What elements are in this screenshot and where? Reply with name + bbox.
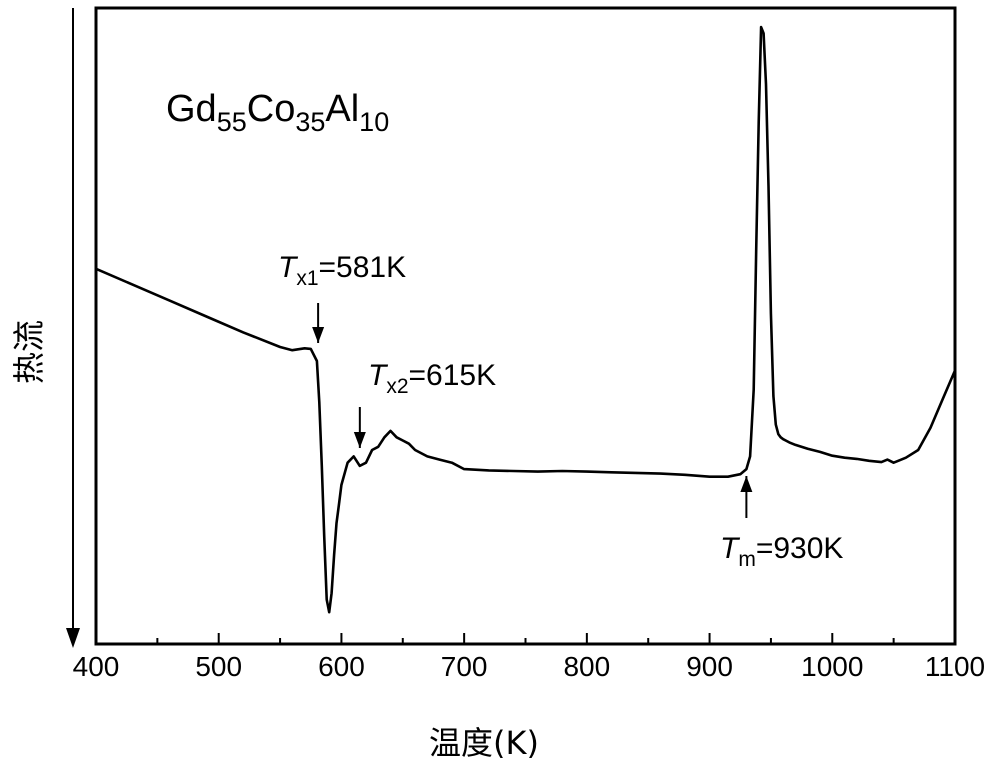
x-axis-ticks xyxy=(95,633,956,644)
annotation-value: =930K xyxy=(756,532,844,565)
annotation-subscript: m xyxy=(738,548,756,571)
formula-element: Co xyxy=(247,88,296,130)
x-axis-title: 温度(K) xyxy=(429,724,539,762)
x-tick-label: 1100 xyxy=(925,651,985,682)
annotation-tm-label: Tm=930K xyxy=(720,532,843,571)
x-tick-label: 800 xyxy=(563,651,610,682)
annotation-value: =615K xyxy=(409,359,497,392)
heat-flow-curve xyxy=(95,25,957,614)
x-tick-label: 500 xyxy=(195,651,242,682)
x-tick-label: 600 xyxy=(318,651,365,682)
formula-subscript: 10 xyxy=(359,107,389,137)
annotation-tx1: Tx1=581K xyxy=(278,251,406,343)
arrow-down-icon xyxy=(312,303,325,343)
annotation-symbol: T xyxy=(720,532,741,565)
arrow-down-icon xyxy=(353,407,366,448)
x-tick-label: 400 xyxy=(73,651,120,682)
arrow-up-icon xyxy=(740,476,753,518)
annotation-subscript: x2 xyxy=(386,375,408,398)
annotation-subscript: x1 xyxy=(296,267,318,290)
annotation-tx2: Tx2=615K xyxy=(353,359,496,448)
formula-subscript: 55 xyxy=(217,107,247,137)
x-axis-tick-labels: 400 500 600 700 800 900 1000 1100 xyxy=(73,651,985,682)
composition-formula: Gd55Co35Al10 xyxy=(166,88,389,137)
annotation-value: =581K xyxy=(319,251,407,284)
x-tick-label: 1000 xyxy=(801,651,863,682)
annotation-symbol: T xyxy=(278,251,299,284)
annotation-tx1-label: Tx1=581K xyxy=(278,251,406,290)
x-tick-label: 900 xyxy=(686,651,733,682)
y-axis-title: 热流 xyxy=(10,320,48,384)
formula-subscript: 35 xyxy=(295,107,325,137)
annotation-tm: Tm=930K xyxy=(720,476,843,571)
x-tick-label: 700 xyxy=(441,651,488,682)
y-axis-arrow xyxy=(66,8,80,648)
formula-element: Al xyxy=(325,88,359,130)
formula-element: Gd xyxy=(166,88,217,130)
annotation-tx2-label: Tx2=615K xyxy=(368,359,496,398)
annotation-symbol: T xyxy=(368,359,389,392)
